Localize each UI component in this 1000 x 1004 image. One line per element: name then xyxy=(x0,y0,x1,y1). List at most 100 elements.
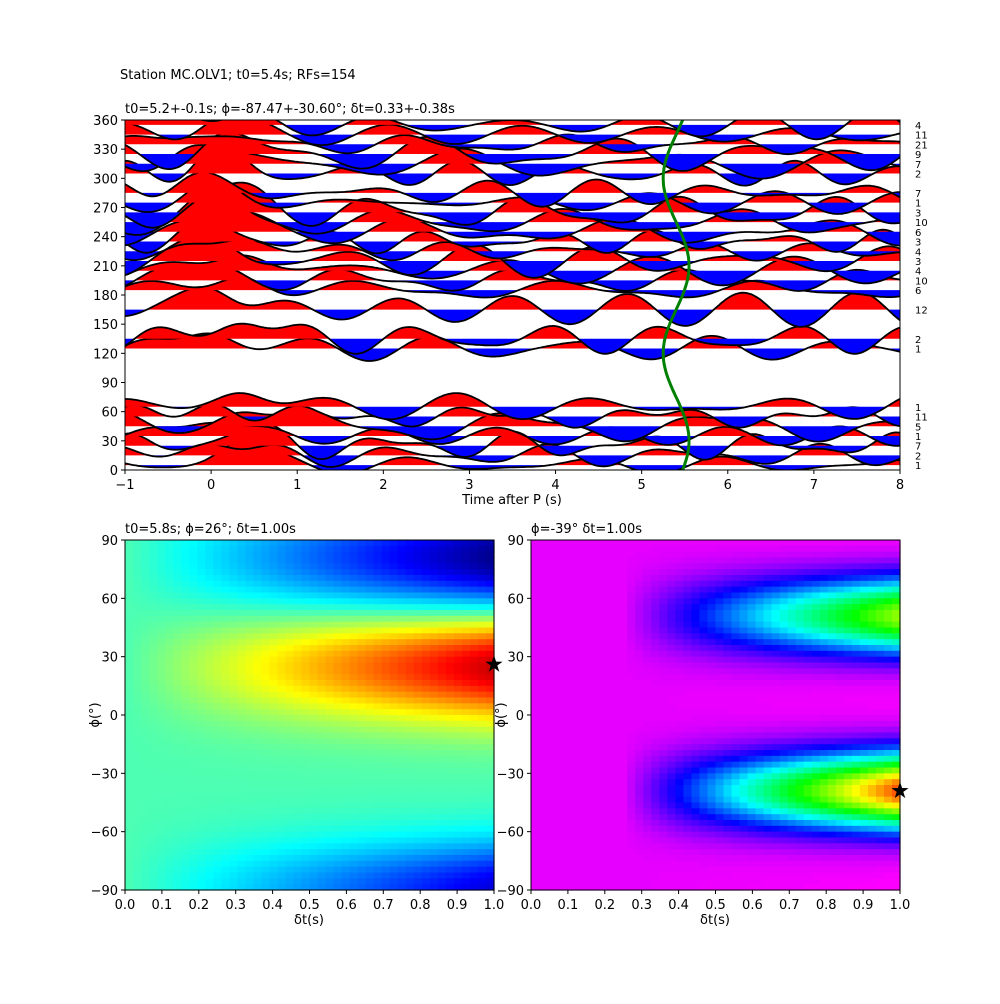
heatmap-cell xyxy=(643,581,652,587)
heatmap-cell xyxy=(133,616,142,622)
heatmap-cell xyxy=(478,773,487,779)
heatmap-cell xyxy=(334,773,343,779)
heatmap-cell xyxy=(772,738,781,744)
heatmap-cell xyxy=(732,768,741,774)
heatmap-cell xyxy=(603,709,612,715)
heatmap-cell xyxy=(245,803,254,809)
heatmap-cell xyxy=(165,709,174,715)
heatmap-cell xyxy=(587,692,596,698)
heatmap-cell xyxy=(406,692,415,698)
heatmap-cell xyxy=(627,867,636,873)
heatmap-cell xyxy=(261,820,270,826)
heatmap-cell xyxy=(213,593,222,599)
heatmap-cell xyxy=(619,843,628,849)
heatmap-cell xyxy=(414,663,423,669)
heatmap-cell xyxy=(326,838,335,844)
heatmap-cell xyxy=(197,563,206,569)
heatmap-cell xyxy=(390,750,399,756)
heatmap-cell xyxy=(318,639,327,645)
heatmap-cell xyxy=(350,832,359,838)
heatmap-cell xyxy=(724,633,733,639)
heatmap-cell xyxy=(643,628,652,634)
rf-count-label: 11 xyxy=(915,131,928,142)
heatmap-cell xyxy=(643,849,652,855)
heatmap-cell xyxy=(486,633,495,639)
heatmap-cell xyxy=(724,587,733,593)
heatmap-cell xyxy=(627,680,636,686)
heatmap-cell xyxy=(422,616,431,622)
heatmap-cell xyxy=(788,826,797,832)
heatmap-cell xyxy=(579,861,588,867)
heatmap-cell xyxy=(181,552,190,558)
heatmap-cell xyxy=(446,593,455,599)
x-tick-label: 0.5 xyxy=(299,898,320,913)
heatmap-cell xyxy=(579,563,588,569)
heatmap-cell xyxy=(627,692,636,698)
heatmap-cell xyxy=(462,616,471,622)
heatmap-cell xyxy=(595,622,604,628)
heatmap-cell xyxy=(197,826,206,832)
heatmap-cell xyxy=(796,680,805,686)
heatmap-cell xyxy=(788,593,797,599)
heatmap-cell xyxy=(374,873,383,879)
heatmap-cell xyxy=(780,768,789,774)
heatmap-cell xyxy=(285,855,294,861)
heatmap-cell xyxy=(358,785,367,791)
heatmap-cell xyxy=(422,797,431,803)
heatmap-cell xyxy=(462,756,471,762)
heatmap-cell xyxy=(197,622,206,628)
heatmap-cell xyxy=(205,803,214,809)
heatmap-cell xyxy=(358,668,367,674)
heatmap-cell xyxy=(414,610,423,616)
heatmap-cell xyxy=(675,663,684,669)
heatmap-cell xyxy=(350,738,359,744)
heatmap-cell xyxy=(539,843,548,849)
heatmap-cell xyxy=(531,680,540,686)
heatmap-cell xyxy=(213,581,222,587)
heatmap-cell xyxy=(430,663,439,669)
heatmap-cell xyxy=(571,575,580,581)
heatmap-cell xyxy=(555,768,564,774)
heatmap-cell xyxy=(237,861,246,867)
heatmap-cell xyxy=(764,569,773,575)
heatmap-cell xyxy=(310,867,319,873)
heatmap-cell xyxy=(237,657,246,663)
heatmap-cell xyxy=(716,593,725,599)
heatmap-cell xyxy=(571,878,580,884)
heatmap-cell xyxy=(659,558,668,564)
heatmap-cell xyxy=(229,768,238,774)
heatmap-cell xyxy=(716,680,725,686)
heatmap-cell xyxy=(229,791,238,797)
heatmap-cell xyxy=(651,575,660,581)
heatmap-cell xyxy=(125,680,134,686)
heatmap-cell xyxy=(253,808,262,814)
heatmap-cell xyxy=(724,616,733,622)
heatmap-cell xyxy=(619,867,628,873)
heatmap-cell xyxy=(683,814,692,820)
heatmap-cell xyxy=(133,803,142,809)
heatmap-cell xyxy=(366,738,375,744)
heatmap-cell xyxy=(667,791,676,797)
heatmap-cell xyxy=(374,808,383,814)
heatmap-cell xyxy=(732,598,741,604)
heatmap-cell xyxy=(724,785,733,791)
heatmap-cell xyxy=(213,820,222,826)
heatmap-cell xyxy=(213,703,222,709)
heatmap-cell xyxy=(462,575,471,581)
heatmap-cell xyxy=(438,814,447,820)
heatmap-cell xyxy=(181,540,190,546)
heatmap-cell xyxy=(181,639,190,645)
heatmap-cell xyxy=(293,744,302,750)
heatmap-cell xyxy=(748,750,757,756)
heatmap-cell xyxy=(149,838,158,844)
heatmap-cell xyxy=(724,727,733,733)
heatmap-cell xyxy=(716,645,725,651)
heatmap-cell xyxy=(334,703,343,709)
heatmap-cell xyxy=(438,721,447,727)
heatmap-cell xyxy=(245,838,254,844)
heatmap-cell xyxy=(277,808,286,814)
heatmap-cell xyxy=(253,762,262,768)
heatmap-cell xyxy=(310,832,319,838)
heatmap-cell xyxy=(181,861,190,867)
heatmap-cell xyxy=(571,803,580,809)
